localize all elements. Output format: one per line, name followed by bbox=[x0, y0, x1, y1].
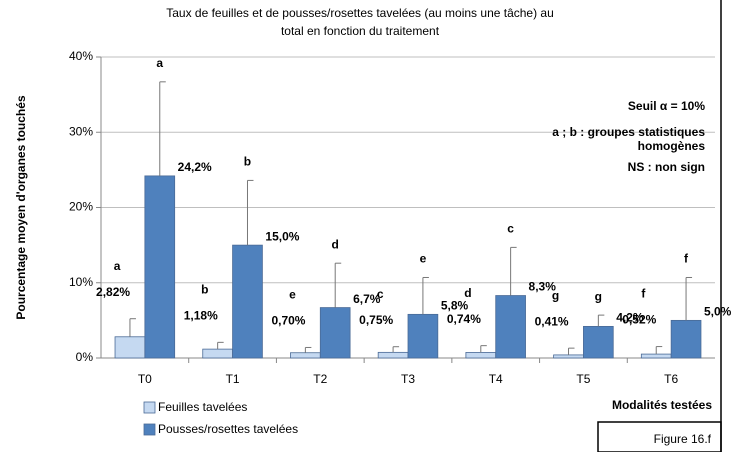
group-letter: b bbox=[244, 155, 251, 169]
y-tick-label: 10% bbox=[69, 275, 93, 289]
y-axis-label: Pourcentage moyen d'organes touchés bbox=[14, 95, 28, 320]
value-label: 0,75% bbox=[359, 313, 393, 327]
group-letter: d bbox=[332, 237, 339, 251]
value-label: 1,18% bbox=[184, 309, 218, 323]
group-letter: a bbox=[114, 259, 121, 273]
legend-swatch bbox=[143, 423, 156, 436]
value-label: 4,2% bbox=[616, 311, 644, 325]
value-label: 0,70% bbox=[271, 314, 305, 328]
bar bbox=[553, 354, 584, 359]
legend-label: Pousses/rosettes tavelées bbox=[158, 422, 298, 436]
y-tick-label: 0% bbox=[76, 350, 94, 364]
bar bbox=[640, 353, 672, 359]
value-label: 8,3% bbox=[529, 280, 557, 294]
annotation: NS : non sign bbox=[628, 160, 705, 174]
x-tick-label: T5 bbox=[576, 372, 590, 386]
x-tick-label: T0 bbox=[138, 372, 152, 386]
group-letter: b bbox=[201, 283, 208, 297]
y-tick-label: 40% bbox=[69, 49, 93, 63]
group-letter: f bbox=[641, 287, 646, 301]
annotation: Seuil α = 10% bbox=[628, 99, 705, 113]
x-axis-label: Modalités testées bbox=[612, 398, 712, 412]
bar bbox=[670, 319, 702, 359]
group-letter: e bbox=[289, 288, 296, 302]
group-letter: g bbox=[595, 289, 602, 303]
group-letter: e bbox=[420, 252, 427, 266]
bar bbox=[319, 307, 351, 359]
value-label: 0,74% bbox=[447, 312, 481, 326]
bar bbox=[290, 352, 321, 359]
value-label: 0,52% bbox=[622, 313, 656, 327]
group-letter: d bbox=[464, 286, 471, 300]
value-label: 5,0% bbox=[704, 305, 732, 319]
group-letter: f bbox=[684, 252, 689, 266]
group-letter: a bbox=[156, 56, 163, 70]
legend-swatch bbox=[143, 401, 156, 414]
bar bbox=[202, 348, 233, 359]
bar bbox=[495, 295, 526, 359]
bar bbox=[144, 175, 176, 359]
chart-title: total en fonction du traitement bbox=[281, 24, 440, 38]
figure-box bbox=[597, 421, 722, 452]
bar bbox=[377, 351, 409, 359]
value-label: 0,41% bbox=[535, 314, 569, 328]
value-label: 6,7% bbox=[353, 292, 381, 306]
value-label: 2,82% bbox=[96, 285, 130, 299]
value-label: 5,8% bbox=[441, 299, 469, 313]
x-tick-label: T2 bbox=[313, 372, 327, 386]
chart-title: Taux de feuilles et de pousses/rosettes … bbox=[166, 6, 554, 20]
group-letter: c bbox=[377, 287, 384, 301]
x-tick-label: T1 bbox=[226, 372, 240, 386]
bar bbox=[232, 244, 263, 359]
x-tick-label: T4 bbox=[489, 372, 503, 386]
value-label: 24,2% bbox=[178, 160, 212, 174]
bar bbox=[465, 352, 497, 359]
y-tick-label: 20% bbox=[69, 200, 93, 214]
y-tick-label: 30% bbox=[69, 124, 93, 138]
legend-label: Feuilles tavelées bbox=[158, 400, 247, 414]
group-letter: c bbox=[507, 222, 514, 236]
annotation: homogènes bbox=[638, 139, 706, 153]
x-tick-label: T6 bbox=[664, 372, 678, 386]
bar bbox=[114, 336, 146, 359]
x-tick-label: T3 bbox=[401, 372, 415, 386]
annotation: a ; b : groupes statistiques bbox=[552, 125, 705, 139]
figure-label: Figure 16.f bbox=[654, 432, 712, 446]
bar bbox=[407, 313, 439, 359]
value-label: 15,0% bbox=[265, 229, 299, 243]
bar bbox=[583, 325, 614, 359]
group-letter: g bbox=[552, 288, 559, 302]
